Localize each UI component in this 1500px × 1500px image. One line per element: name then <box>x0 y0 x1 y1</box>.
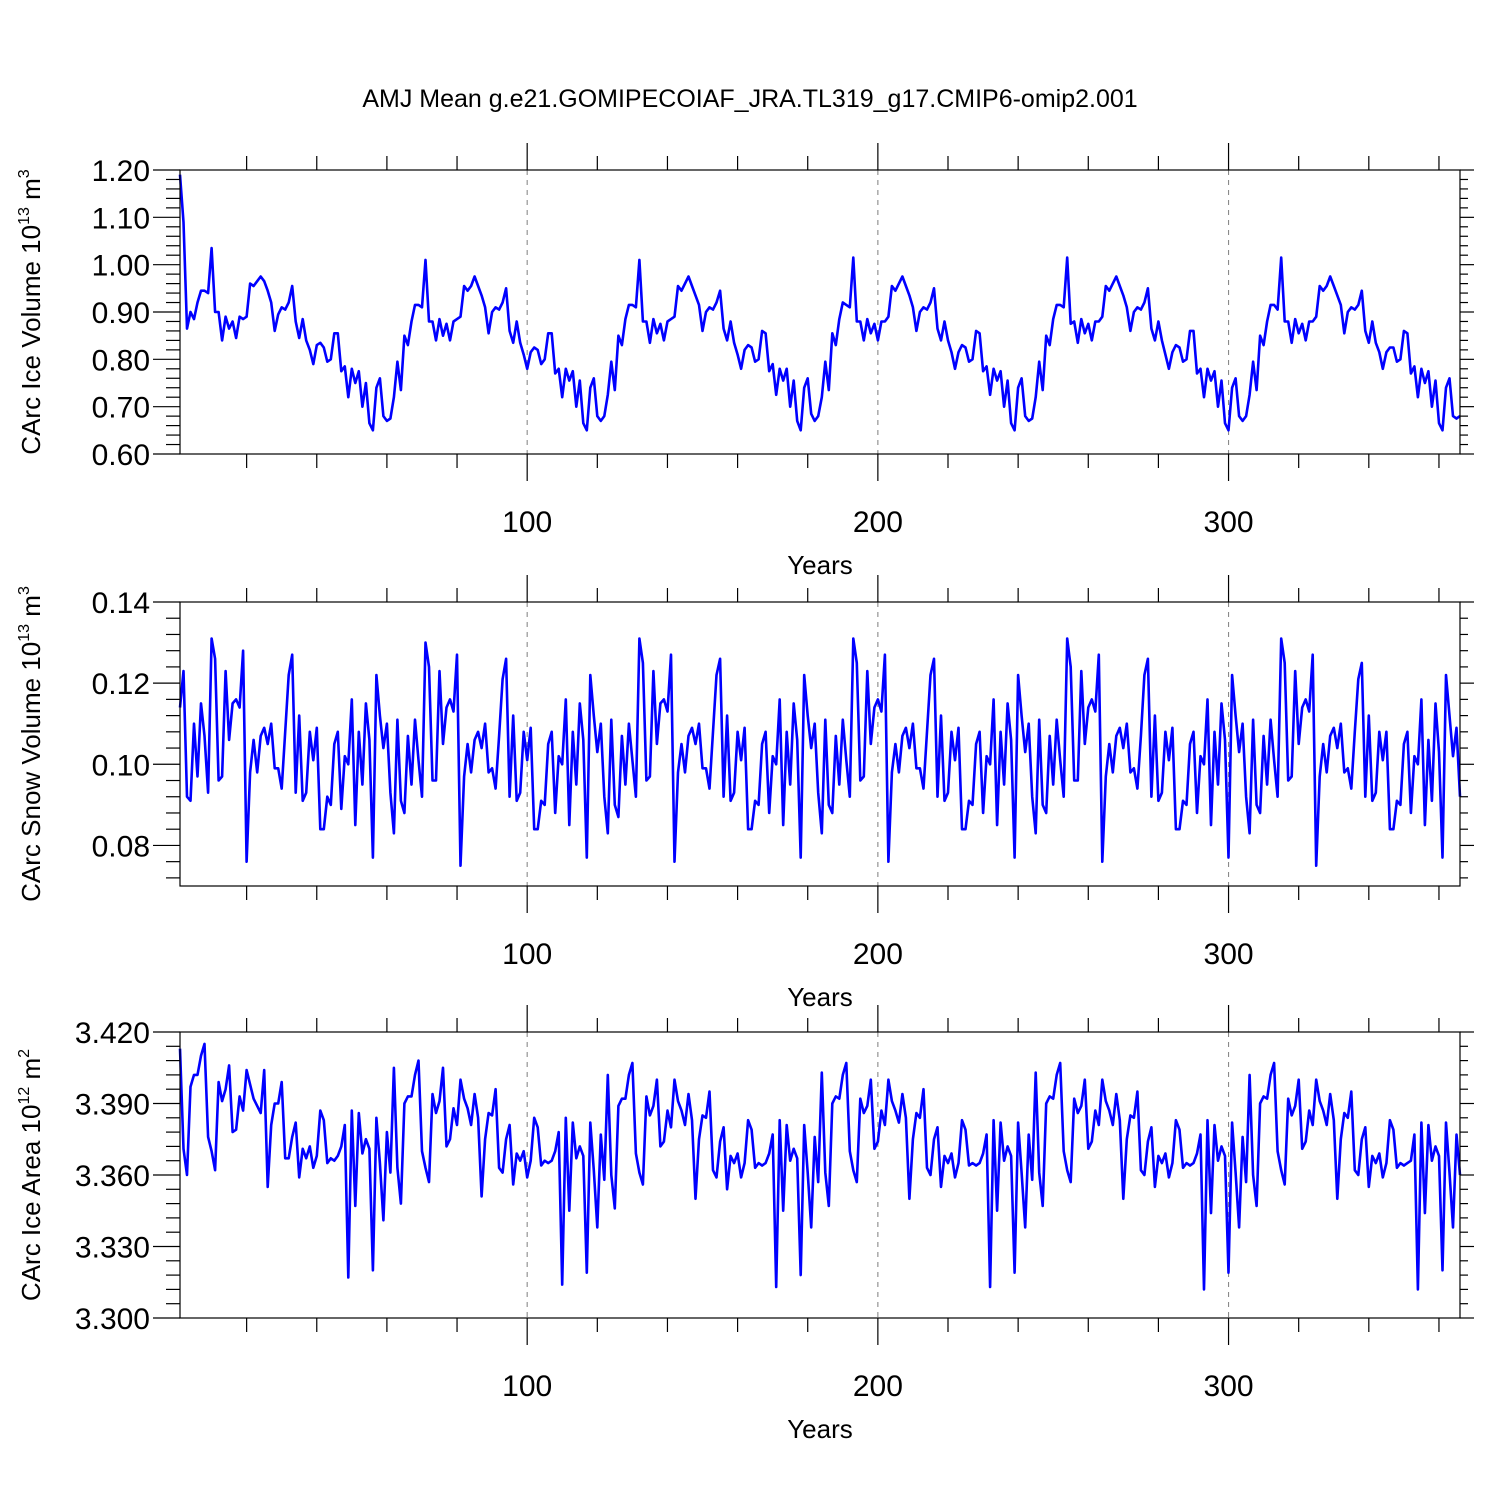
y-tick-label: 1.10 <box>92 202 150 235</box>
y-tick-label: 0.10 <box>92 749 150 782</box>
y-tick-label: 0.90 <box>92 297 150 330</box>
x-tick-label: 300 <box>1204 506 1254 539</box>
y-tick-label: 3.390 <box>75 1089 150 1122</box>
chart-panels: 100 200 300 0.60 0.70 0.80 0.90 1.00 1.10 1.20 Yea… <box>16 143 1474 1444</box>
x-tick-label: 100 <box>502 506 552 539</box>
y-tick-label: 0.14 <box>92 587 150 620</box>
x-tick-label: 300 <box>1204 1370 1254 1403</box>
y-tick-label: 1.20 <box>92 155 150 188</box>
x-tick-label: 200 <box>853 506 903 539</box>
snow-volume-panel: 100 200 300 0.08 0.10 0.12 0.14 Years CArc Snow … <box>16 575 1474 1012</box>
x-tick-label: 200 <box>853 1370 903 1403</box>
y-tick-label: 0.08 <box>92 830 150 863</box>
y-tick-label: 1.00 <box>92 250 150 283</box>
y-tick-label: 0.80 <box>92 344 150 377</box>
x-tick-label: 100 <box>502 938 552 971</box>
y-tick-label: 0.70 <box>92 392 150 425</box>
chart-title: AMJ Mean g.e21.GOMIPECOIAF_JRA.TL319_g17… <box>362 85 1137 113</box>
snow-volume-x-axis-title: Years <box>787 982 853 1012</box>
snow-volume-series-line <box>178 637 1462 868</box>
x-tick-label: 300 <box>1204 938 1254 971</box>
y-tick-label: 3.330 <box>75 1232 150 1265</box>
y-tick-label: 3.420 <box>75 1017 150 1050</box>
ice-area-series-line <box>178 1042 1462 1291</box>
snow-volume-plot-frame <box>179 601 1461 887</box>
ice-area-y-axis-title: CArc Ice Area 1012 m2 <box>16 1049 46 1301</box>
ice-area-x-axis-title: Years <box>787 1414 853 1444</box>
y-tick-label: 3.300 <box>75 1303 150 1336</box>
y-tick-label: 0.12 <box>92 668 150 701</box>
ice-volume-panel: 100 200 300 0.60 0.70 0.80 0.90 1.00 1.10 1.20 Yea… <box>16 143 1474 580</box>
y-tick-label: 0.60 <box>92 439 150 472</box>
x-tick-label: 100 <box>502 1370 552 1403</box>
ice-volume-series-line <box>178 174 1461 432</box>
snow-volume-y-axis-title: CArc Snow Volume 1013 m3 <box>16 586 46 902</box>
x-tick-label: 200 <box>853 938 903 971</box>
ice-volume-y-axis-title: CArc Ice Volume 1013 m3 <box>16 169 46 454</box>
ice-area-plot-frame <box>179 1031 1461 1319</box>
y-tick-label: 3.360 <box>75 1160 150 1193</box>
ice-area-panel: 100 200 300 3.300 3.330 3.360 3.390 3.420 Years C… <box>16 1005 1474 1444</box>
ice-volume-x-axis-title: Years <box>787 550 853 580</box>
